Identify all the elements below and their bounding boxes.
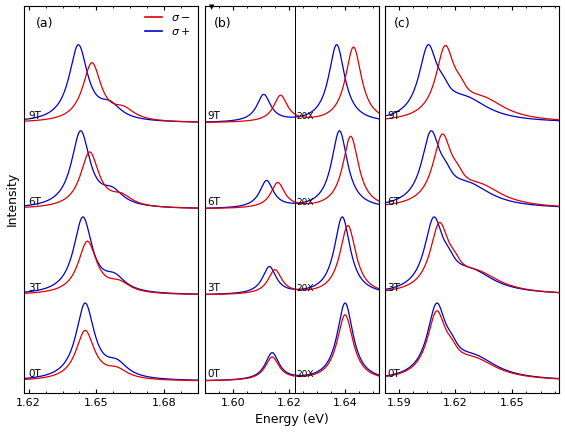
Text: 6T: 6T (207, 197, 220, 207)
Text: 6T: 6T (29, 197, 41, 207)
X-axis label: Energy (eV): Energy (eV) (255, 413, 329, 426)
Text: (b): (b) (214, 17, 231, 30)
Text: 9T: 9T (388, 111, 400, 121)
Text: 3T: 3T (388, 283, 400, 293)
Legend: $\sigma-$, $\sigma+$: $\sigma-$, $\sigma+$ (143, 11, 193, 39)
Text: 20X: 20X (296, 198, 314, 207)
Text: 3T: 3T (207, 283, 220, 293)
Text: 3T: 3T (29, 283, 41, 293)
Text: 0T: 0T (388, 369, 400, 379)
Text: 9T: 9T (29, 111, 41, 121)
Text: 20X: 20X (296, 370, 314, 379)
Text: 0T: 0T (29, 369, 41, 379)
Text: (a): (a) (36, 17, 54, 30)
Text: 20X: 20X (296, 284, 314, 293)
Text: 6T: 6T (388, 197, 400, 207)
Text: ▼: ▼ (209, 4, 215, 10)
Text: 20X: 20X (296, 111, 314, 121)
Text: (c): (c) (394, 17, 411, 30)
Text: 0T: 0T (207, 369, 220, 379)
Text: 9T: 9T (207, 111, 220, 121)
Y-axis label: Intensity: Intensity (6, 172, 19, 226)
